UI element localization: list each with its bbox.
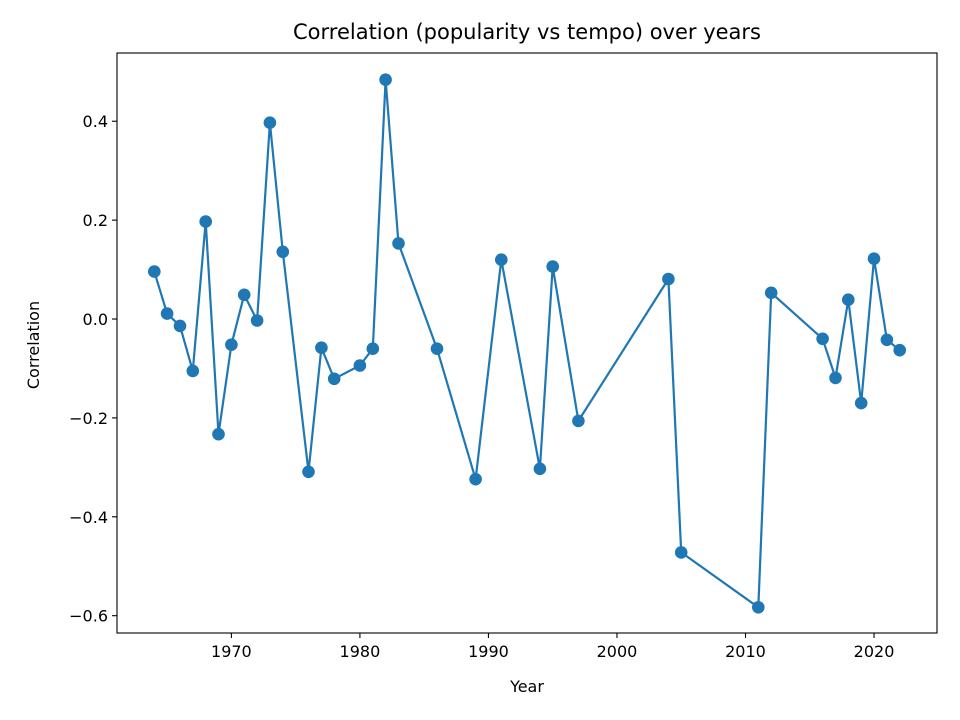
data-point [366,342,380,356]
chart-title: Correlation (popularity vs tempo) over y… [293,20,761,44]
data-point [212,427,225,441]
data-point [276,245,290,259]
data-point [160,307,174,320]
data-point [263,116,277,129]
y-tick-label: −0.2 [69,409,108,428]
data-point [674,546,688,559]
data-point [572,414,585,428]
data-point [430,342,444,356]
data-point [764,286,778,300]
data-point [237,288,251,302]
data-point [186,364,200,378]
data-point [379,73,392,86]
data-point [662,272,675,286]
data-point [880,333,894,347]
data-point [842,293,855,307]
data-point [173,319,187,333]
x-axis-label: Year [509,677,544,696]
data-point [353,359,367,372]
x-tick-label: 1970 [211,642,252,661]
data-point [469,472,482,486]
data-point [829,371,842,385]
data-point [816,332,829,346]
x-tick-label: 1990 [468,642,509,661]
x-tick-label: 2000 [597,642,638,661]
data-point [315,341,328,355]
data-point [327,372,341,386]
data-point [225,338,238,352]
data-point [752,601,765,614]
y-tick-label: −0.4 [69,508,108,527]
y-tick-label: 0.0 [83,310,108,329]
x-tick-label: 1980 [340,642,381,661]
axes-frame [116,52,938,634]
data-point [302,465,315,479]
x-tick-label: 2020 [854,642,895,661]
y-tick-label: −0.6 [69,607,108,626]
data-point [854,396,868,410]
data-point [495,253,508,266]
data-point [392,237,405,250]
x-tick-label: 2010 [725,642,766,661]
data-point [546,260,559,273]
data-point [533,462,547,476]
y-tick-label: 0.2 [83,211,108,230]
y-tick-label: 0.4 [83,112,108,131]
data-point [893,343,906,357]
data-point [199,215,212,228]
data-point [148,265,161,278]
plot-area: 1970 1980 1990 2000 2010 2020 −0.6 −0.4 −0.2 0.0 0… [69,52,938,661]
y-axis-label: Correlation [24,301,43,389]
data-point [867,252,881,265]
data-point [250,314,264,327]
